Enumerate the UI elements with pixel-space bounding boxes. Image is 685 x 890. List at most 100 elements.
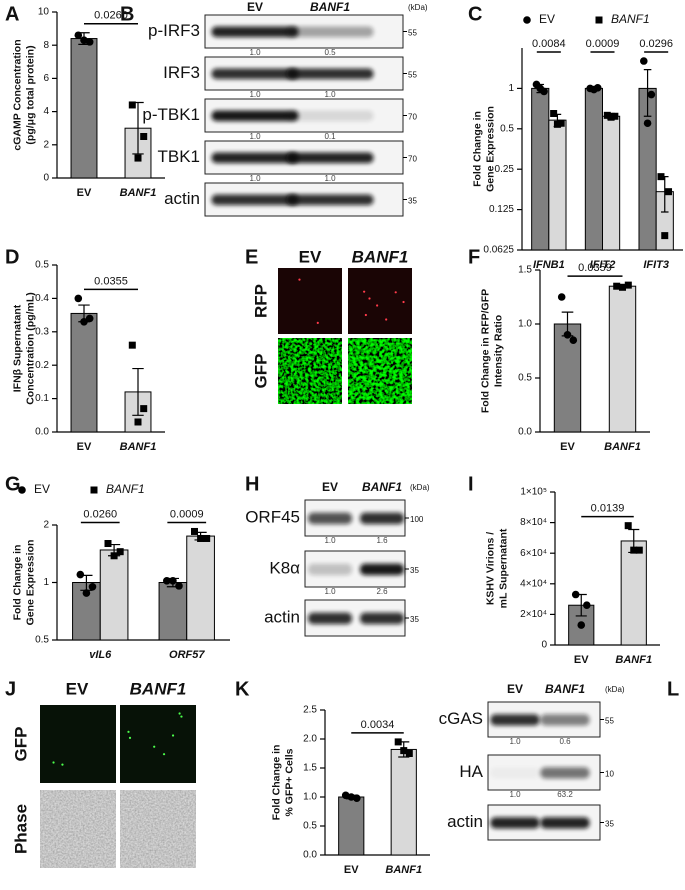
data-point (140, 405, 148, 413)
y-tick-label: 1×10⁵ (520, 487, 547, 498)
data-point (563, 331, 572, 339)
legend-label: EV (34, 482, 50, 496)
quantification: 1.0 (509, 790, 521, 799)
y-axis-label: cGAMP Concentration (11, 39, 23, 150)
band (308, 612, 352, 625)
size-marker: 55 (408, 71, 417, 80)
cell-signal (385, 318, 388, 321)
p-value: 0.0009 (586, 38, 620, 50)
quantification: 0.1 (324, 132, 336, 141)
y-tick-label: 1.5 (518, 265, 532, 276)
y-tick-label: 1.0 (518, 319, 532, 330)
bar (70, 38, 98, 179)
band (286, 194, 374, 206)
bar (70, 312, 98, 433)
protein-label: K8α (269, 558, 300, 577)
y-tick-label: 8 (43, 40, 49, 51)
data-point (536, 84, 545, 93)
data-point (347, 793, 356, 801)
bar (620, 540, 647, 646)
legend-marker (18, 486, 26, 494)
y-tick-label: 2×10⁴ (520, 609, 547, 620)
y-axis-label: Fold Change in RFP/GFP (479, 289, 491, 413)
panel-label: F (468, 246, 480, 268)
micrograph (348, 338, 412, 404)
quantification: 1.0 (509, 737, 521, 746)
quantification: 1.0 (324, 174, 336, 183)
p-value: 0.0034 (361, 719, 395, 731)
y-tick-label: 2 (43, 520, 49, 531)
bar (338, 796, 365, 856)
bar (602, 115, 621, 251)
data-point (394, 738, 402, 746)
lane-header: BANF1 (362, 480, 402, 494)
bar (531, 87, 550, 251)
unit-label: (kDa) (408, 3, 428, 12)
x-tick-label: BANF1 (615, 654, 652, 666)
protein-label: actin (164, 189, 200, 208)
protein-label: p-IRF3 (148, 21, 200, 40)
x-tick-label: IFIT3 (643, 259, 669, 271)
y-tick-label: 0.1 (35, 393, 49, 404)
data-point (128, 101, 136, 109)
y-tick-label: 0.5 (303, 821, 317, 832)
x-tick-label: EV (344, 864, 359, 876)
y-axis-label: Fold Change in (11, 545, 23, 621)
data-point (553, 120, 561, 128)
size-marker: 70 (408, 155, 417, 164)
size-marker: 35 (605, 820, 614, 829)
legend-marker (90, 486, 98, 494)
y-tick-label: 2.5 (303, 705, 317, 716)
data-point (603, 111, 611, 119)
quantification: 0.5 (324, 48, 336, 57)
data-point (134, 418, 142, 426)
data-point (82, 589, 91, 597)
band (286, 152, 374, 164)
panel-label: G (5, 473, 21, 495)
size-marker: 100 (410, 515, 424, 524)
y-tick-label: 0.0 (518, 427, 532, 438)
data-point (643, 119, 652, 128)
data-point (104, 540, 112, 548)
data-point (657, 173, 665, 181)
cell-signal (128, 736, 132, 739)
bar (99, 549, 129, 641)
data-point (613, 282, 621, 290)
quantification: 1.0 (324, 90, 336, 99)
size-marker: 10 (605, 770, 614, 779)
protein-label: actin (264, 607, 300, 626)
y-tick-label: 4 (43, 106, 49, 117)
micrograph (278, 268, 342, 334)
micrograph (120, 705, 196, 783)
cell-signal (402, 300, 405, 304)
x-tick-label: EV (77, 441, 92, 453)
x-tick-label: ORF57 (169, 649, 205, 661)
y-axis-label: Intensity Ratio (492, 315, 504, 387)
data-point (624, 522, 632, 530)
bar (548, 119, 567, 251)
lane-header: BANF1 (545, 682, 585, 696)
cell-signal (127, 730, 130, 733)
quantification: 1.6 (376, 536, 388, 545)
quantification: 63.2 (557, 790, 573, 799)
bar (158, 582, 188, 641)
p-value: 0.0260 (83, 508, 117, 520)
micrograph (40, 790, 116, 868)
data-point (569, 336, 578, 345)
cell-signal (298, 278, 301, 281)
band (286, 68, 374, 80)
protein-label: cGAS (439, 709, 483, 728)
size-marker: 35 (408, 197, 417, 206)
cell-signal (153, 745, 156, 748)
y-tick-label: 0.5 (35, 260, 49, 271)
y-axis-label: Fold Change in (471, 111, 483, 187)
cell-signal (171, 734, 175, 737)
row-label: RFP (251, 284, 270, 318)
quantification: 1.0 (249, 48, 261, 57)
quantification: 1.0 (249, 174, 261, 183)
column-header: EV (66, 679, 89, 698)
band (308, 512, 352, 525)
row-label: GFP (251, 354, 270, 389)
y-tick-label: 0.25 (495, 164, 515, 175)
band (540, 714, 590, 726)
